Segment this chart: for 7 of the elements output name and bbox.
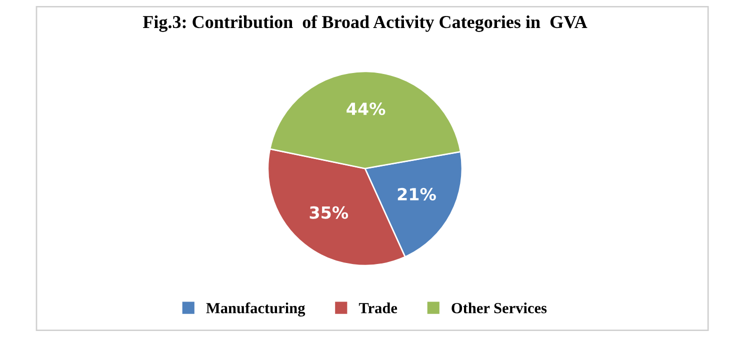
data-label: 35%: [310, 206, 348, 219]
legend-label: Other Services: [452, 302, 547, 314]
legend-label: Manufacturing: [206, 302, 306, 317]
data-label: 44%: [346, 102, 386, 116]
chart-title: Fig.3: Contribution of Broad Activity Categories in GVA: [142, 15, 588, 32]
data-label: 21%: [398, 188, 436, 200]
legend-label: Trade: [358, 302, 398, 314]
